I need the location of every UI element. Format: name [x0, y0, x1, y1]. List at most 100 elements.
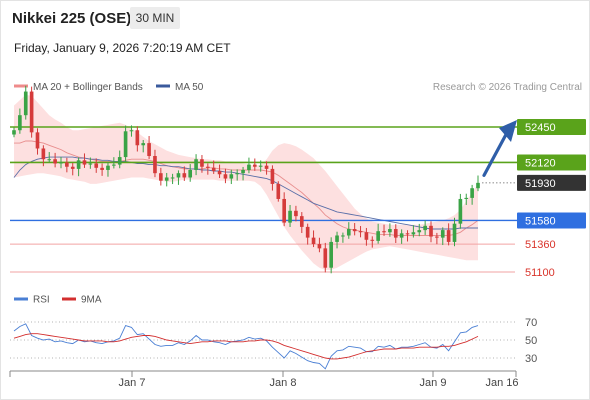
price-label-51100: 51100 [525, 267, 555, 279]
candle-body [188, 169, 193, 178]
candle-layer [12, 85, 480, 274]
candle [117, 150, 122, 169]
candle-body [452, 223, 457, 242]
candle-body [264, 165, 269, 169]
rsi-line [13, 323, 479, 370]
forecast-arrow-layer [482, 120, 517, 177]
candle-body [376, 231, 380, 241]
candle [229, 169, 234, 185]
candle [429, 221, 433, 243]
candle [258, 160, 263, 172]
forecast-arrow-head [499, 120, 517, 142]
candle [241, 166, 245, 181]
price-level-layer [10, 126, 584, 273]
candle [176, 170, 181, 185]
candle [405, 230, 410, 242]
candle-body [294, 210, 298, 217]
candle [70, 162, 75, 176]
candle [376, 223, 380, 244]
price-label-box-52120 [517, 154, 586, 171]
candle [317, 237, 322, 253]
candle [458, 193, 463, 229]
candle-body [464, 197, 469, 199]
time-axis-label-2: Jan 9 [420, 377, 447, 389]
candle-body [352, 229, 357, 232]
candle-body [94, 163, 99, 168]
candle [276, 181, 281, 202]
candle [299, 212, 304, 234]
candle-body [382, 231, 386, 233]
candle-body [194, 159, 198, 170]
candle-body [18, 115, 22, 131]
candle-body [241, 169, 245, 174]
candle-body [358, 231, 363, 233]
candle-body [405, 233, 410, 235]
timeframe-button[interactable]: 30 MIN [130, 7, 180, 29]
candle-body [164, 177, 169, 181]
candle-body [200, 159, 204, 167]
rsi-panel: 70 50 30 [10, 317, 537, 370]
candle-body [117, 157, 122, 165]
price-label-51360: 51360 [525, 239, 556, 251]
candle [18, 108, 22, 134]
candle-body [211, 167, 216, 172]
candle-body [440, 230, 445, 238]
ma50-legend-swatch [156, 84, 170, 88]
candle [29, 86, 34, 138]
candle [47, 152, 52, 163]
candle [35, 128, 40, 155]
time-axis-label-0: Jan 7 [119, 377, 146, 389]
candle [335, 231, 339, 249]
candle [294, 205, 298, 222]
bollinger-band-layer [14, 94, 478, 270]
candle [264, 161, 269, 175]
candle [247, 157, 251, 174]
candle-body [364, 232, 369, 240]
candle [311, 230, 316, 248]
candle [329, 237, 333, 274]
candle [358, 226, 363, 238]
ma50-legend-label: MA 50 [175, 82, 204, 93]
candle-body [47, 159, 52, 161]
candle [417, 223, 422, 237]
candle [440, 227, 445, 246]
candle-body [153, 156, 157, 174]
candle [141, 139, 146, 153]
price-label-52450: 52450 [525, 122, 556, 134]
candle-body [223, 174, 228, 179]
watermark-text: Research © 2026 Trading Central [433, 82, 582, 93]
candle [170, 173, 175, 185]
candle [346, 222, 351, 239]
candle-body [217, 171, 222, 175]
candle-body [258, 165, 263, 167]
candle [65, 157, 69, 173]
candle [470, 184, 474, 205]
candle [352, 223, 357, 236]
candle-body [135, 130, 140, 146]
candle [100, 163, 104, 176]
candle-body [41, 148, 46, 160]
candle-body [65, 162, 69, 167]
time-axis-label-3: Jan 16 [485, 377, 518, 389]
candle-body [129, 130, 134, 132]
rsi-tick-label-50: 50 [525, 335, 537, 347]
bollinger-band-fill [14, 94, 478, 270]
symbol-title: Nikkei 225 (OSE) [12, 10, 132, 27]
ma9-legend-swatch [62, 297, 76, 301]
candle-body [335, 235, 339, 242]
candle [435, 232, 439, 245]
candle [476, 175, 480, 192]
rsi-ma9-line [13, 333, 479, 360]
rsi-legend-swatch [14, 297, 28, 301]
candle [76, 157, 81, 177]
candle-body [282, 198, 286, 223]
candle [94, 158, 99, 173]
candle [388, 223, 392, 237]
candle-body [70, 166, 75, 169]
candle-body [411, 232, 416, 235]
forecast-arrow-shaft [482, 132, 508, 177]
bollinger-legend-label: MA 20 + Bollinger Bands [33, 82, 143, 93]
candle [135, 126, 140, 152]
candle-body [370, 239, 375, 241]
